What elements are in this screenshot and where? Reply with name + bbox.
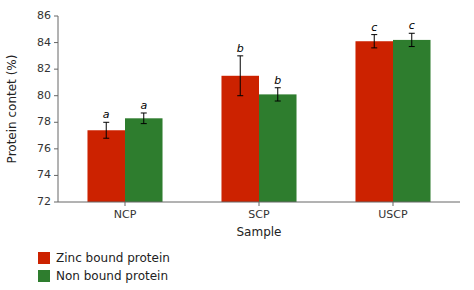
error-bar-stem <box>411 33 412 46</box>
error-bar <box>237 56 243 96</box>
significance-label: c <box>409 19 415 32</box>
significance-label: a <box>103 108 110 121</box>
error-bar <box>371 35 377 48</box>
error-bar <box>275 88 281 101</box>
error-bar-cap <box>371 34 377 35</box>
bar <box>259 94 297 202</box>
y-tick-label: 72 <box>37 195 51 208</box>
y-tick-label: 82 <box>37 62 51 75</box>
error-bar-cap <box>103 138 109 139</box>
legend-label: Zinc bound protein <box>56 251 170 265</box>
error-bar-cap <box>141 123 147 124</box>
y-tick <box>54 122 58 123</box>
error-bar-cap <box>103 122 109 123</box>
error-bar <box>103 122 109 138</box>
significance-label: c <box>371 21 377 34</box>
bars <box>87 33 430 202</box>
error-bar-cap <box>275 101 281 102</box>
significance-label: b <box>237 42 244 55</box>
chart: 72 74 76 78 80 82 84 86 a b c a b c NCP SCP USCP Sample Pr… <box>0 0 474 290</box>
bar <box>355 41 393 202</box>
error-bar-stem <box>374 35 375 48</box>
x-tick <box>125 202 126 206</box>
x-tick-label: SCP <box>248 208 270 221</box>
error-bar <box>409 33 415 46</box>
legend-swatch <box>38 270 50 282</box>
x-tick-label: NCP <box>114 208 137 221</box>
y-tick <box>54 16 58 17</box>
y-tick <box>54 175 58 176</box>
error-bar-stem <box>143 113 144 124</box>
error-bar <box>141 113 147 124</box>
legend-swatch <box>38 252 50 264</box>
y-tick <box>54 95 58 96</box>
error-bar-cap <box>141 112 147 113</box>
y-tick-label: 74 <box>37 168 51 181</box>
error-bar-cap <box>409 33 415 34</box>
y-tick <box>54 42 58 43</box>
x-tick-label: USCP <box>378 208 408 221</box>
significance-label: a <box>140 99 147 112</box>
bar <box>125 118 163 202</box>
y-tick <box>54 69 58 70</box>
chart-container: 72 74 76 78 80 82 84 86 a b c a b c NCP SCP USCP Sample Pr… <box>0 0 474 290</box>
error-bar-cap <box>237 55 243 56</box>
error-bar-stem <box>240 56 241 96</box>
legend-label: Non bound protein <box>56 269 168 283</box>
error-bar-stem <box>106 122 107 138</box>
y-axis-label: Protein contet (%) <box>5 55 19 164</box>
x-tick <box>259 202 260 206</box>
y-tick-label: 78 <box>37 115 51 128</box>
legend: Zinc bound protein Non bound protein <box>38 251 170 283</box>
bar <box>393 40 431 202</box>
error-bar-cap <box>275 87 281 88</box>
x-axis-label: Sample <box>237 225 282 239</box>
y-tick <box>54 202 58 203</box>
error-bar-cap <box>371 47 377 48</box>
error-bar-cap <box>237 95 243 96</box>
significance-label: b <box>274 74 281 87</box>
y-tick-label: 84 <box>37 36 51 49</box>
x-tick <box>393 202 394 206</box>
y-tick-label: 76 <box>37 142 51 155</box>
bar <box>87 130 125 202</box>
error-bar-cap <box>409 46 415 47</box>
y-tick-label: 80 <box>37 89 51 102</box>
y-axis <box>58 16 59 202</box>
y-tick <box>54 148 58 149</box>
y-tick-label: 86 <box>37 9 51 22</box>
error-bar-stem <box>277 88 278 101</box>
